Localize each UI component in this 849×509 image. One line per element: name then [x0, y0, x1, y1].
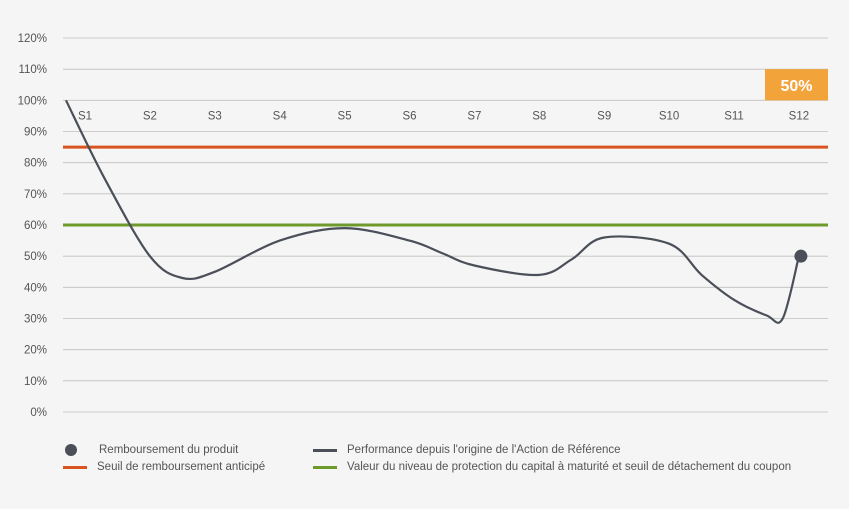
- y-tick-label: 60%: [24, 220, 47, 232]
- y-tick-label: 40%: [24, 282, 47, 294]
- x-tick-label: S8: [532, 110, 546, 122]
- x-tick-label: S1: [78, 110, 92, 122]
- threshold-lines: [63, 145, 828, 227]
- x-tick-label: S9: [597, 110, 611, 122]
- highlight-box-label: 50%: [780, 78, 812, 95]
- highlight-box-rect: [765, 69, 828, 101]
- x-tick-label: S12: [789, 110, 809, 122]
- x-tick-label: S3: [208, 110, 222, 122]
- y-tick-label: 50%: [24, 251, 47, 263]
- x-tick-label: S6: [402, 110, 416, 122]
- y-tick-label: 30%: [24, 314, 47, 326]
- y-tick-label: 10%: [24, 376, 47, 388]
- y-tick-label: 90%: [24, 127, 47, 139]
- x-axis-ticks: S1 S2 S3 S4 S5 S6 S7 S8 S9 S10 S11 S12: [78, 110, 809, 122]
- x-tick-label: S4: [273, 110, 288, 122]
- performance-line: [65, 99, 800, 324]
- x-tick-label: S2: [143, 110, 157, 122]
- x-tick-label: S7: [467, 110, 481, 122]
- x-tick-label: S5: [338, 110, 352, 122]
- y-tick-label: 110%: [18, 64, 47, 76]
- x-tick-label: S11: [724, 110, 744, 122]
- y-axis-ticks: 0% 10% 20% 30% 40% 50% 60% 70% 80% 90% 100% 110% 120…: [18, 33, 47, 419]
- y-tick-label: 20%: [24, 345, 47, 357]
- end-point-marker: [794, 249, 808, 263]
- x-tick-label: S10: [659, 110, 679, 122]
- highlight-box: 50%: [765, 69, 828, 101]
- y-tick-label: 70%: [24, 189, 47, 201]
- series-layer: [65, 99, 808, 324]
- y-tick-label: 120%: [18, 33, 47, 45]
- y-tick-label: 0%: [30, 407, 47, 419]
- y-tick-label: 80%: [24, 158, 47, 170]
- y-tick-label: 100%: [18, 95, 47, 107]
- grid-lines: [63, 37, 828, 413]
